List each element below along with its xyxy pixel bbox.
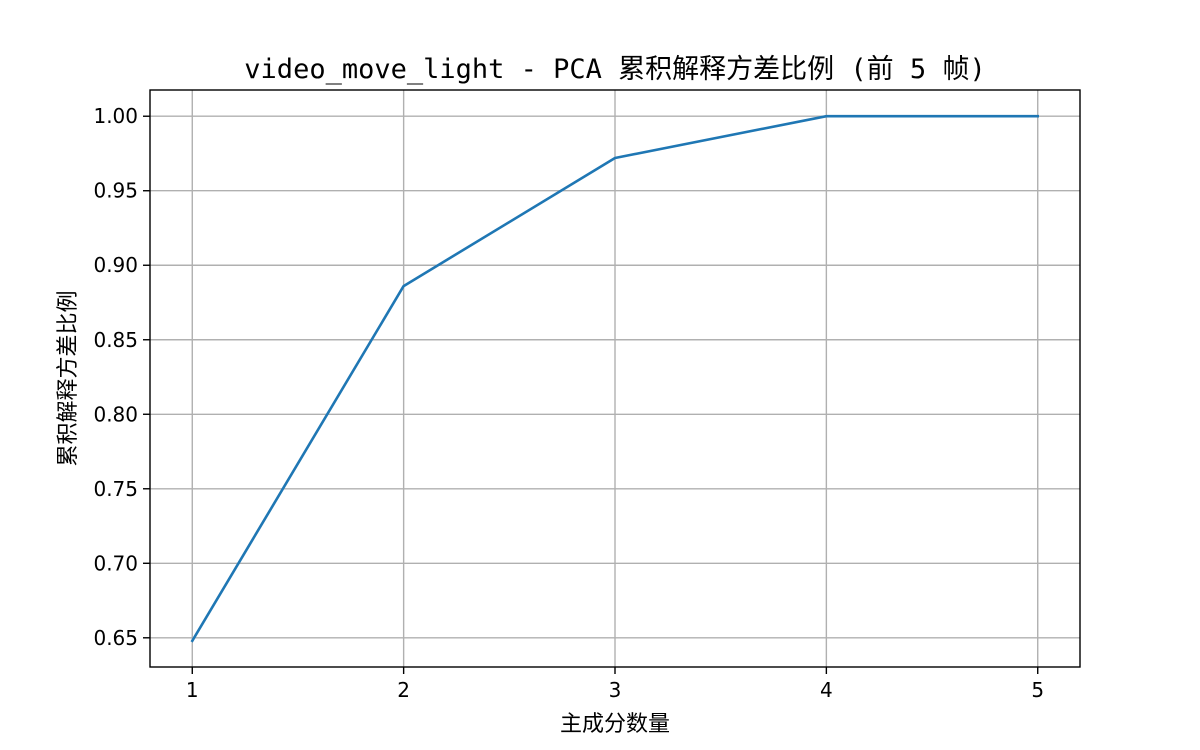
y-tick-label: 0.85	[93, 328, 138, 352]
chart-title: video_move_light - PCA 累积解释方差比例 (前 5 帧)	[244, 54, 985, 85]
y-axis-label: 累积解释方差比例	[56, 290, 81, 466]
x-tick-label: 2	[397, 678, 410, 702]
grid	[150, 90, 1080, 667]
x-axis-label: 主成分数量	[560, 712, 670, 737]
y-tick-label: 1.00	[93, 104, 138, 128]
x-tick-label: 5	[1031, 678, 1044, 702]
y-tick-label: 0.75	[93, 477, 138, 501]
x-tick-label: 1	[186, 678, 199, 702]
x-tick-label: 3	[609, 678, 622, 702]
y-tick-label: 0.95	[93, 179, 138, 203]
y-tick-label: 0.65	[93, 626, 138, 650]
series-line	[190, 114, 1039, 643]
y-axis: 0.65 0.70 0.75 0.80 0.85 0.90 0.95 1.00	[93, 104, 150, 650]
x-tick-label: 4	[820, 678, 833, 702]
series-layer	[190, 114, 1039, 643]
y-tick-label: 0.70	[93, 551, 138, 575]
y-tick-label: 0.90	[93, 253, 138, 277]
x-axis: 1 2 3 4 5	[186, 667, 1044, 702]
y-tick-label: 0.80	[93, 402, 138, 426]
